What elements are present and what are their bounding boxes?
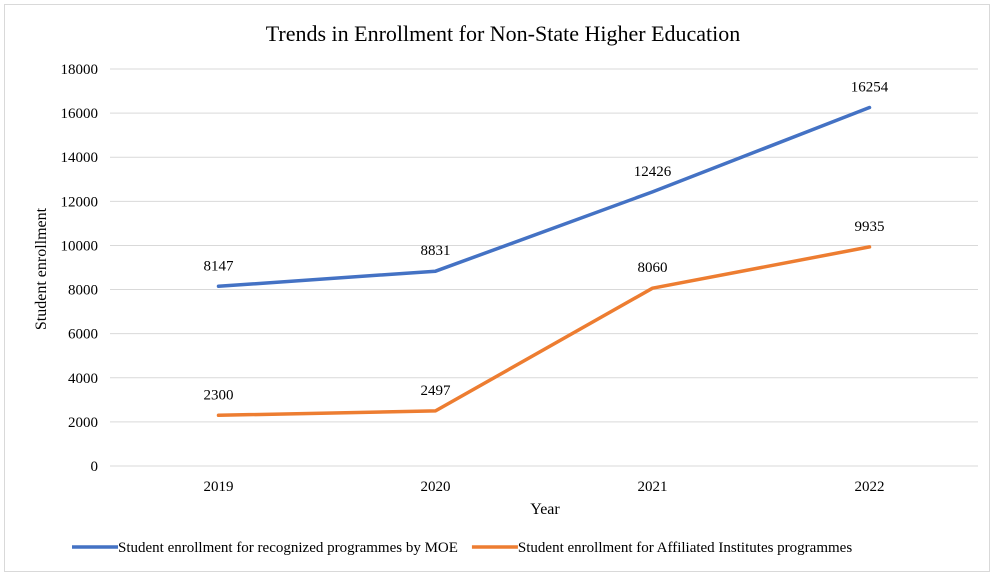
y-tick-label: 10000	[61, 238, 99, 254]
y-tick-label: 8000	[68, 283, 98, 299]
x-tick-label: 2021	[638, 479, 668, 495]
series-lines	[216, 105, 872, 418]
data-label: 12426	[634, 164, 672, 180]
y-tick-label: 0	[91, 459, 99, 475]
x-tick-label: 2022	[855, 479, 885, 495]
legend-item-1: Student enrollment for recognized progra…	[72, 540, 458, 556]
data-label: 8060	[638, 260, 668, 276]
data-label: 2497	[421, 383, 452, 399]
x-tick-label: 2019	[204, 479, 234, 495]
x-axis-label: Year	[530, 501, 560, 518]
gridlines	[110, 68, 978, 467]
y-tick-label: 2000	[68, 415, 98, 431]
x-axis-ticks: 2019 2020 2021 2022	[204, 479, 885, 495]
data-label: 9935	[855, 219, 885, 235]
chart-frame	[4, 4, 990, 572]
y-axis-label: Student enrollment	[33, 207, 50, 330]
legend-label: Student enrollment for Affiliated Instit…	[518, 540, 852, 556]
data-label: 8147	[204, 258, 235, 274]
data-label: 8831	[421, 243, 451, 259]
y-axis-ticks: 0 2000 4000 6000 8000 10000 12000 14000 16000 180…	[61, 62, 99, 475]
y-tick-label: 18000	[61, 62, 99, 78]
y-tick-label: 12000	[61, 194, 99, 210]
x-tick-label: 2020	[421, 479, 451, 495]
series-line-2	[216, 245, 872, 418]
chart-title: Trends in Enrollment for Non-State Highe…	[266, 21, 741, 46]
data-labels: 8147 8831 12426 16254 2300 2497 8060 9935	[204, 80, 889, 404]
data-label: 16254	[851, 80, 889, 96]
legend-item-2: Student enrollment for Affiliated Instit…	[471, 540, 852, 556]
y-tick-label: 14000	[61, 150, 99, 166]
y-tick-label: 16000	[61, 106, 99, 122]
data-label: 2300	[204, 387, 234, 403]
y-tick-label: 4000	[68, 371, 98, 387]
series-line-1	[216, 105, 872, 289]
y-tick-label: 6000	[68, 327, 98, 343]
legend-label: Student enrollment for recognized progra…	[118, 540, 458, 556]
legend: Student enrollment for recognized progra…	[72, 540, 852, 556]
